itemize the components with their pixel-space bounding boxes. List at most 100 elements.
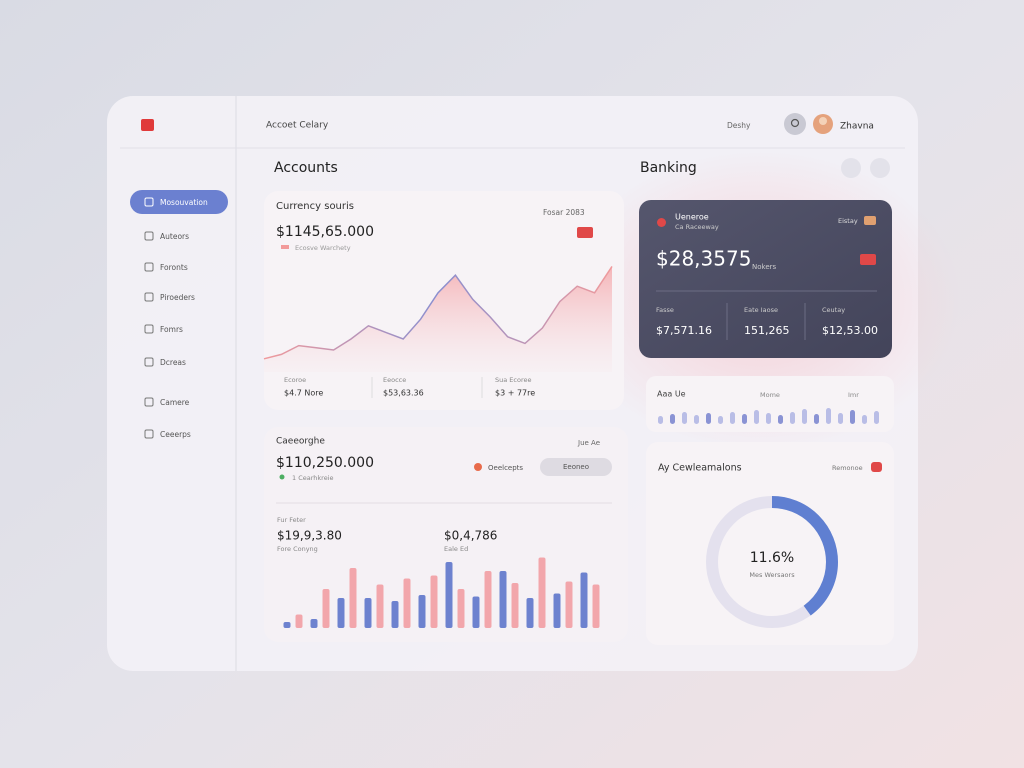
bar	[511, 583, 519, 628]
ring-center: 11.6%	[750, 550, 794, 566]
nav-item[interactable]: Foronts	[160, 263, 188, 272]
mini-bar	[766, 413, 771, 424]
mini-bar	[850, 410, 855, 424]
mini-bar	[778, 415, 783, 424]
stat-value: $53,63.36	[383, 389, 424, 398]
bank-stat-label: Eate Iaose	[744, 306, 778, 314]
mini-bar	[730, 412, 735, 424]
bar	[403, 578, 411, 628]
bank-stat-label: Ceutay	[822, 306, 845, 314]
section-title: Banking	[640, 160, 697, 176]
bar	[364, 598, 372, 628]
bank-stat-value: $12,53.00	[822, 324, 878, 337]
bar	[430, 575, 438, 628]
mini-bar	[682, 412, 687, 424]
stat-label: Eeocce	[383, 376, 406, 384]
bar	[418, 595, 426, 628]
bar	[472, 596, 480, 628]
bar	[322, 589, 330, 628]
logo	[141, 119, 154, 131]
search-button[interactable]	[784, 113, 806, 135]
mini-bar	[694, 415, 699, 424]
bank-amount: $28,3575	[656, 247, 751, 271]
nav-item[interactable]: Ceeerps	[160, 430, 191, 439]
icon-button[interactable]	[841, 158, 861, 178]
mini-bar	[742, 414, 747, 424]
avatar-face	[819, 117, 827, 125]
bar	[553, 593, 561, 628]
bar	[445, 562, 453, 628]
legend-icon	[474, 463, 482, 471]
mini-bar	[826, 408, 831, 424]
nav-icon	[144, 397, 154, 407]
bank-card[interactable]	[639, 200, 892, 358]
area-fill	[264, 266, 612, 372]
header-title: Accoet Celary	[266, 121, 329, 131]
nav-icon	[144, 324, 154, 334]
bar	[499, 571, 507, 628]
mini-bar	[790, 412, 795, 424]
bank-icon	[657, 218, 666, 227]
card-title: Caeeorghe	[276, 437, 325, 447]
bar	[484, 571, 492, 628]
bank-note: Nokers	[752, 263, 777, 271]
stat-label: Sua Ecoree	[495, 376, 531, 384]
badge	[577, 227, 593, 238]
bar	[283, 622, 291, 628]
amount: $110,250.000	[276, 455, 374, 471]
period: Fosar 2083	[543, 208, 585, 217]
nav-icon	[144, 357, 154, 367]
bank-subtitle: Ca Raceeway	[675, 223, 719, 231]
icon-button[interactable]	[870, 158, 890, 178]
tag-icon	[871, 462, 882, 472]
area-line	[263, 265, 613, 360]
bar	[592, 584, 600, 628]
bank-stat-value: 151,265	[744, 324, 790, 337]
button[interactable]	[540, 458, 612, 476]
bar	[376, 584, 384, 628]
bar	[526, 598, 534, 628]
nav-icon	[144, 231, 154, 241]
period: Jue Ae	[577, 439, 600, 447]
search-icon	[790, 118, 800, 128]
stat-value: $19,9,3.80	[277, 529, 342, 543]
badge	[860, 254, 876, 265]
nav-item[interactable]: Camere	[160, 398, 190, 407]
bar	[349, 568, 357, 628]
activity-label: Mome	[760, 391, 780, 399]
mini-bar	[874, 411, 879, 424]
stat-sub: Fore Conyng	[277, 545, 318, 553]
nav-item[interactable]: Fomrs	[160, 325, 183, 334]
mini-bar	[814, 414, 819, 424]
user-name[interactable]: Zhavna	[840, 122, 874, 132]
bar	[391, 601, 399, 628]
nav-icon	[144, 292, 154, 302]
bank-stat-value: $7,571.16	[656, 324, 712, 337]
bar	[457, 589, 465, 628]
button-label[interactable]: Eeoneo	[563, 463, 589, 471]
nav-item[interactable]: Dcreas	[160, 358, 186, 367]
sidebar-active[interactable]	[130, 190, 228, 214]
stat-label: Fur Feter	[277, 516, 306, 524]
nav-icon	[144, 429, 154, 439]
ring-card	[646, 442, 894, 645]
section-title: Accounts	[274, 160, 338, 176]
nav-item[interactable]: Auteors	[160, 232, 189, 241]
dropdown[interactable]: Deshy	[727, 121, 751, 130]
nav-item[interactable]: Mosouvation	[160, 198, 208, 207]
bar	[295, 614, 303, 628]
stat-value: $0,4,786	[444, 529, 497, 543]
bar	[565, 581, 573, 628]
activity-title: Aaa Ue	[657, 390, 686, 399]
nav-item[interactable]: Piroeders	[160, 293, 195, 302]
bank-name: Ueneroe	[675, 213, 709, 222]
ring-tag: Remonoe	[832, 464, 863, 472]
legend: Ecosve Warchety	[295, 244, 351, 252]
mini-bar	[706, 413, 711, 424]
bank-stat-label: Fasse	[656, 306, 674, 314]
legend-swatch	[281, 245, 289, 249]
mini-bar	[838, 413, 843, 424]
bank-tag: Eistay	[838, 217, 858, 225]
bar	[337, 598, 345, 628]
amount: $1145,65.000	[276, 224, 374, 240]
